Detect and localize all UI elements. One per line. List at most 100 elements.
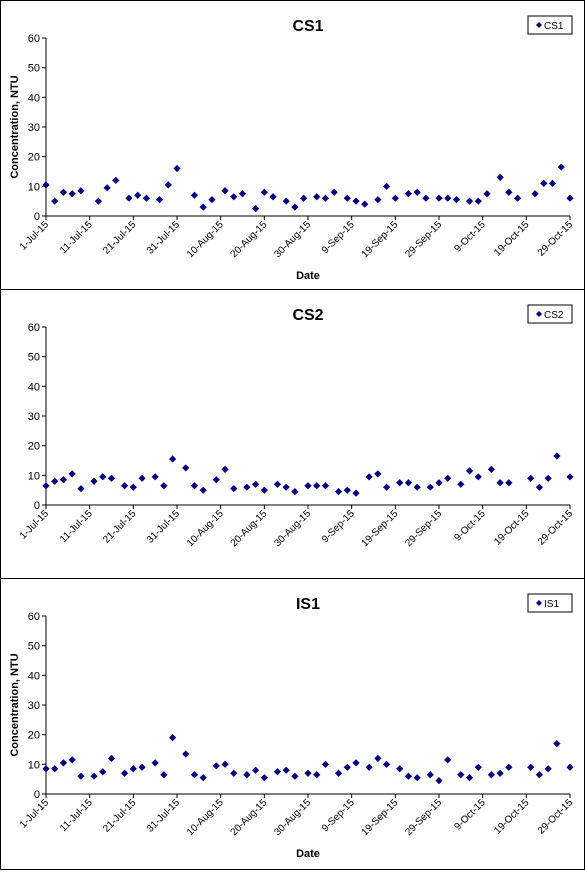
data-point — [496, 479, 504, 487]
x-tick-label: 9-Sep-15 — [320, 508, 357, 545]
data-point — [566, 763, 574, 771]
data-point — [514, 194, 522, 202]
data-point — [282, 766, 290, 774]
data-point — [365, 473, 373, 481]
x-tick-label: 10-Aug-15 — [185, 797, 226, 838]
y-tick-label: 50 — [28, 641, 40, 653]
legend: CS2 — [527, 304, 573, 324]
data-point — [169, 455, 177, 463]
data-point — [496, 173, 504, 182]
chart-title: IS1 — [296, 596, 320, 613]
data-point — [134, 191, 142, 199]
x-tick-label: 30-Aug-15 — [272, 219, 313, 260]
y-tick-label: 20 — [28, 730, 40, 742]
data-point — [291, 772, 299, 780]
data-point — [313, 193, 321, 201]
data-point — [566, 473, 574, 481]
data-point — [77, 772, 85, 780]
data-point — [435, 479, 443, 487]
data-point — [557, 163, 565, 171]
data-point — [313, 771, 321, 779]
legend-marker — [536, 311, 542, 317]
data-point — [535, 483, 544, 491]
data-point — [230, 485, 238, 493]
data-point — [361, 200, 369, 208]
x-tick-label: 20-Aug-15 — [229, 219, 270, 260]
legend-box — [527, 304, 573, 324]
data-point — [190, 191, 199, 199]
data-point — [199, 203, 207, 211]
data-point — [404, 190, 413, 198]
data-point — [77, 187, 85, 195]
data-point — [151, 473, 159, 481]
data-point — [230, 769, 238, 777]
data-point — [383, 483, 391, 491]
x-tick-label: 19-Sep-15 — [360, 508, 401, 549]
data-point — [121, 482, 129, 490]
data-point — [42, 181, 50, 189]
data-point — [474, 197, 482, 205]
x-tick-label: 9-Oct-15 — [452, 219, 488, 255]
data-point — [221, 187, 229, 195]
data-point — [505, 479, 513, 487]
x-tick-label: 30-Aug-15 — [272, 797, 313, 838]
data-point — [374, 754, 382, 762]
data-point — [374, 196, 382, 204]
y-tick-label: 30 — [28, 411, 40, 423]
x-tick-label: 19-Sep-15 — [360, 797, 401, 838]
chart-cs2: CS2 0 10 20 30 40 50 60 1-Jul-15 11-Jul-15 21-Jul-… — [18, 304, 575, 549]
data-point — [435, 777, 443, 785]
data-point — [540, 179, 548, 187]
data-point — [212, 762, 220, 770]
data-point — [190, 771, 199, 779]
legend-marker — [536, 22, 542, 28]
x-tick-label: 31-Jul-15 — [145, 219, 183, 257]
x-tick-label: 19-Oct-15 — [492, 219, 532, 259]
data-point — [160, 771, 168, 779]
data-point — [548, 179, 557, 187]
data-point — [413, 774, 421, 782]
x-tick-label: 19-Oct-15 — [492, 797, 532, 837]
data-point — [374, 470, 382, 478]
data-point — [199, 486, 207, 494]
x-tick-label: 1-Jul-15 — [18, 219, 52, 253]
data-point — [260, 774, 268, 782]
x-tick-label: 21-Jul-15 — [101, 797, 139, 835]
data-point — [129, 765, 137, 773]
chart-panel-cs1: CS1 0 10 20 30 40 50 60 1-Jul-15 11-Jul-15 21-Jul-… — [0, 0, 585, 290]
data-point — [90, 772, 98, 780]
data-point — [121, 769, 129, 777]
legend-box — [527, 593, 573, 613]
data-point — [107, 754, 116, 762]
data-point — [334, 488, 343, 496]
data-point — [300, 194, 308, 202]
data-point — [230, 193, 238, 201]
data-point — [282, 483, 290, 491]
data-point — [269, 193, 277, 201]
data-point — [273, 768, 282, 776]
data-point — [313, 482, 321, 490]
data-point — [99, 473, 107, 481]
x-tick-label: 11-Jul-15 — [58, 797, 95, 834]
data-point — [474, 763, 482, 771]
x-tick-label: 9-Oct-15 — [452, 797, 488, 833]
data-point — [138, 763, 146, 771]
data-point — [465, 774, 474, 782]
data-point — [112, 176, 120, 184]
data-point — [531, 190, 539, 198]
data-point — [151, 759, 159, 767]
data-point — [169, 734, 177, 742]
y-tick-label: 50 — [28, 352, 40, 364]
data-point — [125, 194, 133, 202]
y-tick-label: 0 — [34, 500, 40, 512]
data-point — [59, 759, 68, 767]
data-point — [391, 194, 399, 202]
data-point — [182, 750, 190, 758]
y-tick-label: 40 — [28, 92, 40, 104]
data-point — [334, 769, 343, 777]
data-point — [343, 763, 351, 771]
data-point — [68, 470, 76, 478]
x-tick-label: 1-Jul-15 — [18, 508, 52, 542]
x-tick-label: 21-Jul-15 — [101, 508, 139, 546]
chart-cs1: CS1 0 10 20 30 40 50 60 1-Jul-15 11-Jul-15 21-Jul-… — [9, 15, 575, 282]
